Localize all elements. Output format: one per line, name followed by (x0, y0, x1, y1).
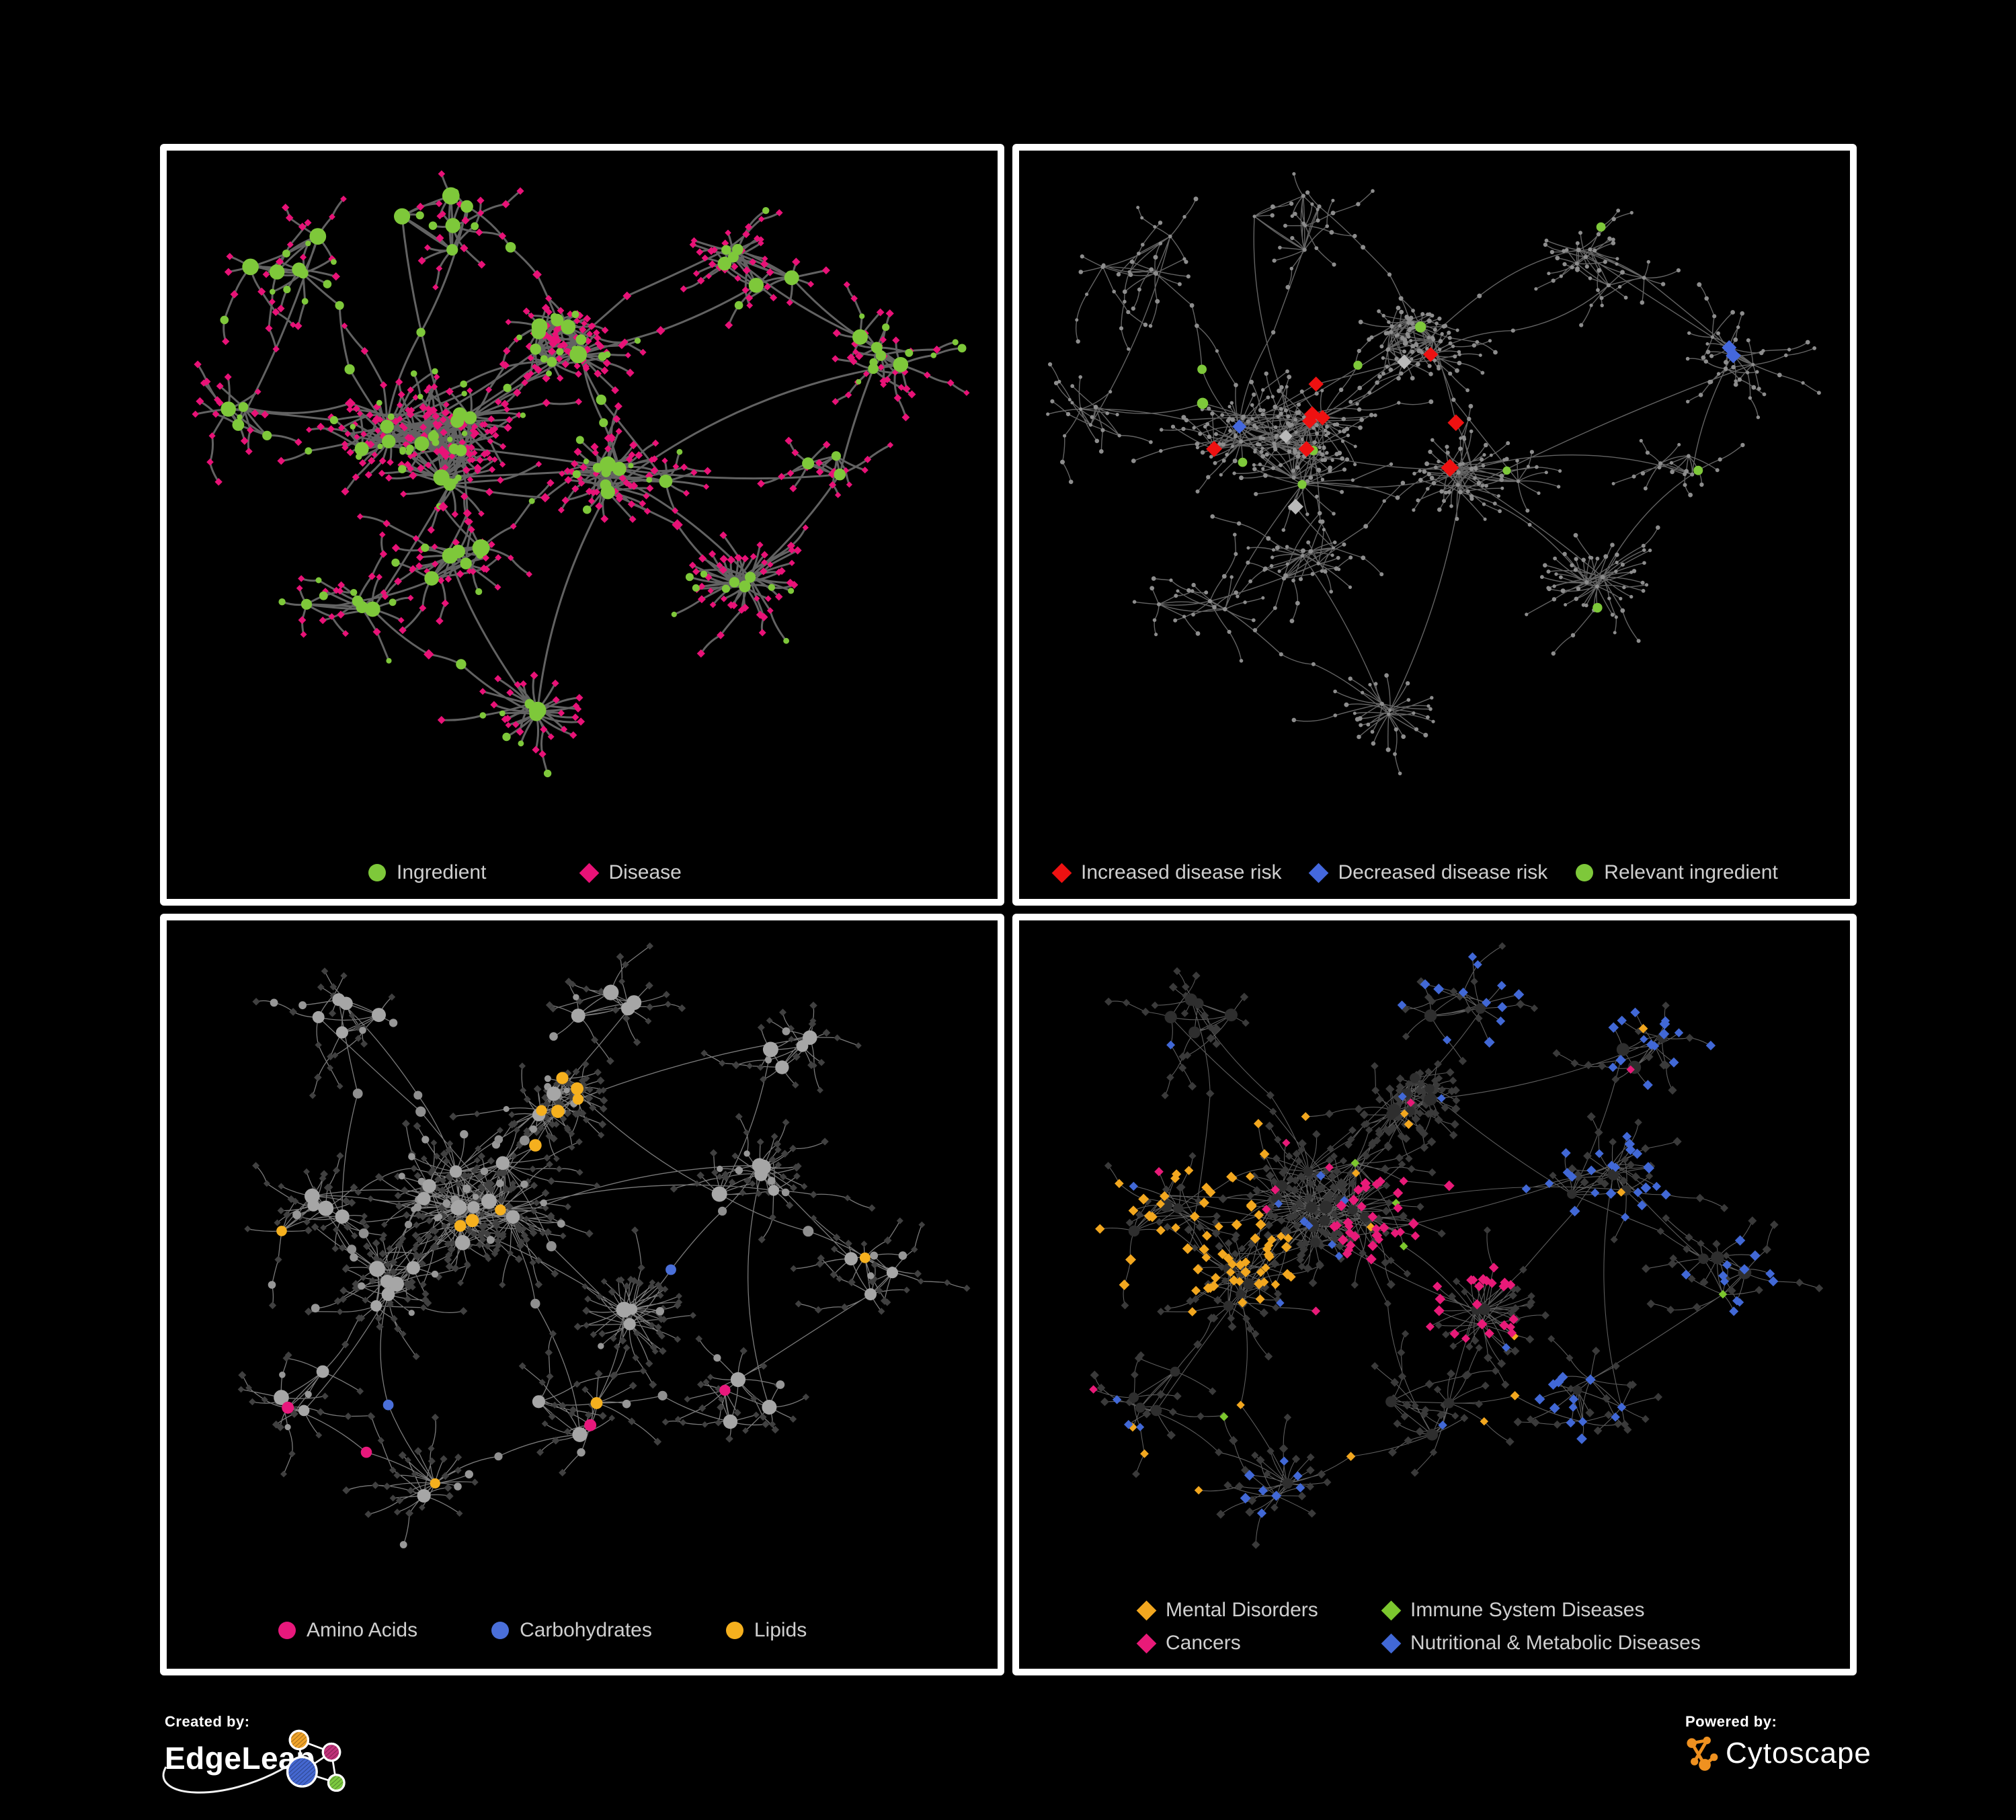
network-nodes-diamond (1219, 1158, 1728, 1421)
cancers-legend-icon (1136, 1633, 1156, 1653)
network-nodes-diamond (1095, 1119, 1296, 1308)
panel-disease-risk-network: Increased disease risk Decreased disease… (1012, 144, 1857, 906)
network-nodes-circle (1046, 171, 1821, 776)
legend-label: Increased disease risk (1081, 861, 1282, 883)
cytoscape-logo-icon (1687, 1737, 1718, 1771)
legend-label: Carbohydrates (520, 1619, 652, 1641)
legend-label: Lipids (754, 1619, 807, 1641)
lipids-legend-icon (725, 1622, 743, 1639)
legend-label: Amino Acids (307, 1619, 418, 1641)
network-nodes-diamond (237, 942, 971, 1518)
network-nodes-circle (454, 1072, 584, 1232)
network-graph-disease-risk (1046, 171, 1821, 776)
cytoscape-credit: Powered by: Cytoscape (1685, 1713, 1994, 1794)
legend-item-immune-diseases: Immune System Diseases (1381, 1599, 1701, 1621)
legend-item-amino-acids: Amino Acids (278, 1620, 417, 1641)
legend-item-ingredient: Ingredient (368, 862, 486, 883)
legend-label: Disease (608, 861, 682, 883)
network-edges (1047, 173, 1820, 774)
network-nodes-diamond (1240, 952, 1779, 1518)
powered-by-label: Powered by: (1685, 1713, 1777, 1730)
network-graph-ingredient-disease (192, 170, 970, 778)
edgeleap-swoosh-icon (162, 1764, 289, 1794)
legend-item-nutritional-metabolic: Nutritional & Metabolic Diseases (1381, 1632, 1701, 1654)
network-nodes-circle (220, 187, 909, 721)
edgeleap-logo-icon (286, 1729, 346, 1792)
nutritional-metabolic-legend-icon (1381, 1633, 1401, 1653)
legend-item-decreased-risk: Decreased disease risk (1308, 861, 1548, 883)
carbohydrates-legend-icon (491, 1622, 510, 1639)
edgeleap-brand-row: EdgeLeap (162, 1729, 541, 1794)
network-nodes-diamond (1329, 1176, 1519, 1343)
legend-label: Cancers (1166, 1632, 1241, 1654)
legend-nutrient-classes: Amino Acids Carbohydrates Lipids (278, 1620, 807, 1641)
immune-diseases-legend-icon (1381, 1600, 1401, 1620)
legend-label: Immune System Diseases (1410, 1599, 1645, 1621)
legend-label: Relevant ingredient (1604, 861, 1778, 883)
legend-label: Ingredient (397, 861, 487, 883)
network-edges (1093, 945, 1820, 1545)
legend-item-lipids: Lipids (725, 1619, 807, 1641)
legend-item-relevant-ingredient: Relevant ingredient (1576, 862, 1778, 883)
cytoscape-logo-text: Cytoscape (1726, 1737, 1871, 1770)
legend-label: Decreased disease risk (1338, 861, 1548, 883)
decreased-risk-legend-icon (1308, 863, 1329, 883)
legend-item-cancers: Cancers (1136, 1632, 1382, 1654)
network-graph-nutrient-classes (237, 942, 971, 1548)
cytoscape-brand-row: Cytoscape (1685, 1733, 1994, 1774)
legend-item-carbohydrates: Carbohydrates (491, 1620, 652, 1641)
legend-label: Mental Disorders (1166, 1599, 1318, 1621)
relevant-ingredient-legend-icon (1576, 864, 1594, 881)
legend-item-increased-risk: Increased disease risk (1051, 861, 1282, 883)
panel-ingredient-disease-network: Ingredient Disease (160, 144, 1004, 906)
legend-item-mental-disorders: Mental Disorders (1136, 1599, 1382, 1621)
amino-acids-legend-icon (278, 1622, 296, 1639)
legend-label: Nutritional & Metabolic Diseases (1410, 1632, 1701, 1654)
mental-disorders-legend-icon (1136, 1600, 1156, 1620)
created-by-label: Created by: (165, 1713, 250, 1730)
ingredient-legend-icon (368, 864, 386, 881)
edgeleap-credit: Created by: EdgeLeap (162, 1713, 541, 1814)
legend-ingredient-disease: Ingredient Disease (368, 862, 682, 883)
disease-legend-icon (579, 863, 600, 883)
network-graph-disease-classes (1089, 942, 1824, 1549)
legend-disease-classes: Mental Disorders Immune System Diseases … (1136, 1599, 1701, 1654)
legend-disease-risk: Increased disease risk Decreased disease… (1051, 861, 1778, 883)
network-edges (195, 173, 967, 774)
increased-risk-legend-icon (1051, 863, 1072, 883)
network-nodes-diamond (192, 170, 970, 758)
panel-disease-classes-network: Mental Disorders Immune System Diseases … (1012, 914, 1857, 1675)
legend-item-disease: Disease (579, 861, 682, 883)
panel-nutrient-classes-network: Amino Acids Carbohydrates Lipids (160, 914, 1004, 1675)
